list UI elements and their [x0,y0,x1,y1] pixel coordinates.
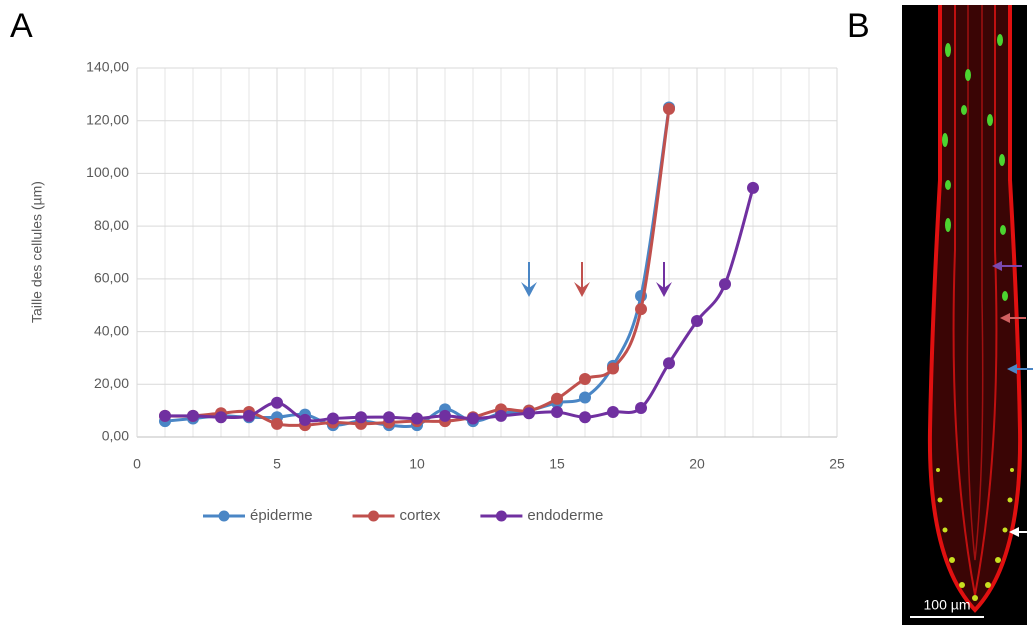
annotation-arrows [521,262,672,297]
x-tick-label: 20 [689,456,705,472]
data-point [691,315,703,328]
y-tick-label: 20,00 [94,375,129,391]
data-point [523,407,535,420]
y-tick-label: 100,00 [86,164,129,180]
grid [136,67,838,438]
micrograph: 100 µm [902,5,1033,625]
data-point [663,357,675,370]
data-point [607,405,619,418]
data-point [327,412,339,425]
legend-marker [368,510,380,522]
data-point [411,412,423,425]
x-tick-label: 0 [133,456,141,472]
data-point [495,409,507,422]
y-tick-label: 80,00 [94,217,129,233]
data-point [635,303,647,316]
scale-bar-label: 100 µm [924,597,971,613]
data-point [187,409,199,422]
data-point [271,417,283,430]
legend-label: cortex [400,507,441,524]
y-tick-label: 120,00 [86,111,129,127]
x-tick-label: 10 [409,456,425,472]
series-line [164,187,755,423]
legend-marker [495,510,507,522]
data-point [579,373,591,386]
data-point [635,402,647,415]
legend-label: épiderme [250,507,313,524]
x-tick-label: 15 [549,456,565,472]
x-tick-label: 5 [273,456,281,472]
y-axis-title: Taille des cellules (µm) [29,181,45,323]
y-tick-label: 0,00 [102,428,129,444]
data-point [355,411,367,424]
x-tick-label: 25 [829,456,845,472]
data-point [579,391,591,404]
data-point [551,392,563,405]
data-point [299,413,311,426]
data-point [551,405,563,418]
data-point [439,409,451,422]
data-point [579,411,591,424]
y-tick-label: 40,00 [94,322,129,338]
data-point [159,409,171,422]
data-point [747,181,759,194]
y-tick-label: 60,00 [94,270,129,286]
data-point [607,362,619,375]
data-point [383,411,395,424]
legend-marker [218,510,230,522]
panel-label: B [847,7,870,45]
panel-label: A [10,7,33,45]
data-point [215,411,227,424]
y-tick-label: 140,00 [86,59,129,75]
data-point [719,278,731,291]
legend-label: endoderme [527,507,603,524]
data-point [243,409,255,422]
data-point [663,102,675,115]
data-point [467,412,479,425]
data-point [271,396,283,409]
